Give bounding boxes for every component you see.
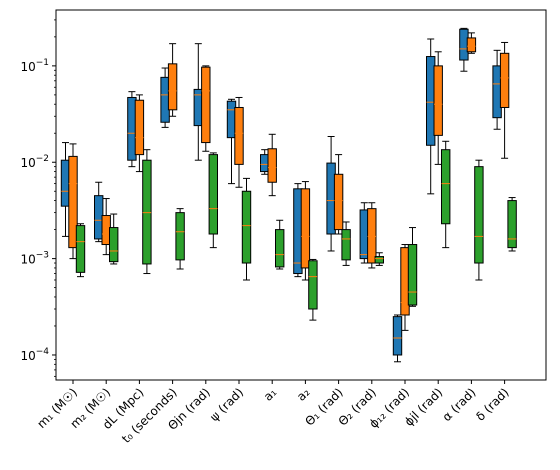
box-2-8 xyxy=(300,181,311,281)
y-tick-exponent: −2 xyxy=(36,154,49,164)
box-body xyxy=(474,166,484,264)
box-2-1 xyxy=(68,143,78,260)
x-tick-label: α (rad) xyxy=(440,385,479,424)
box-3-11 xyxy=(407,227,418,307)
box-2-4 xyxy=(167,43,178,117)
y-tick-base: 10 xyxy=(20,60,35,74)
box-body xyxy=(499,52,510,108)
box-2-14 xyxy=(499,41,510,159)
box-body xyxy=(300,188,311,269)
box-body xyxy=(374,256,385,264)
box-2-5 xyxy=(201,65,211,152)
box-body xyxy=(507,200,517,249)
x-tick-label: a₁ xyxy=(261,385,280,404)
box-body xyxy=(68,155,78,249)
y-axis: 10−410−310−210−1 xyxy=(20,19,56,377)
box-2-3 xyxy=(134,94,145,173)
box-3-3 xyxy=(142,149,152,275)
box-body xyxy=(341,229,351,261)
x-tick-label: ψ (rad) xyxy=(207,385,246,424)
y-tick-base: 10 xyxy=(20,156,35,170)
box-body xyxy=(208,154,219,235)
y-tick-exponent: −3 xyxy=(36,251,49,261)
box-3-14 xyxy=(507,197,517,252)
box-3-12 xyxy=(441,140,451,249)
box-body xyxy=(441,149,451,225)
box-body xyxy=(109,227,119,263)
y-tick-exponent: −4 xyxy=(36,347,50,357)
box-body xyxy=(267,148,277,183)
box-3-9 xyxy=(341,221,351,266)
box-2-13 xyxy=(466,32,477,54)
x-tick-label: δ (rad) xyxy=(473,385,511,423)
box-layer xyxy=(60,27,517,363)
box-body xyxy=(367,208,377,264)
box-body xyxy=(75,225,86,273)
box-body xyxy=(201,66,211,144)
box-1-11 xyxy=(392,314,403,363)
box-2-9 xyxy=(333,154,344,235)
y-tick-label: 10−3 xyxy=(20,251,49,267)
box-body xyxy=(175,212,185,261)
plot-frame xyxy=(55,9,547,381)
box-body xyxy=(333,173,344,231)
box-body xyxy=(234,106,244,165)
box-3-2 xyxy=(109,213,119,265)
x-axis: m₁ (M☉)m₂ (M☉)dL (Mpc)t₀ (seconds)Θjn (r… xyxy=(34,380,512,446)
box-body xyxy=(167,63,178,111)
box-body xyxy=(275,229,285,268)
box-body xyxy=(407,244,418,306)
box-2-6 xyxy=(234,96,244,188)
y-tick-base: 10 xyxy=(20,349,35,363)
box-3-1 xyxy=(75,223,86,278)
box-3-6 xyxy=(241,177,252,281)
box-1-13 xyxy=(459,27,469,72)
box-3-7 xyxy=(275,219,285,270)
box-2-7 xyxy=(267,133,277,197)
box-body xyxy=(134,99,145,156)
box-3-4 xyxy=(175,208,185,270)
box-3-10 xyxy=(374,252,385,266)
y-tick-label: 10−1 xyxy=(20,58,49,74)
box-3-13 xyxy=(474,159,484,281)
box-body xyxy=(466,37,477,53)
box-body xyxy=(241,190,252,264)
y-tick-base: 10 xyxy=(20,253,35,267)
y-tick-label: 10−4 xyxy=(20,347,49,363)
box-body xyxy=(433,65,443,136)
box-2-10 xyxy=(367,202,377,269)
y-tick-exponent: −1 xyxy=(36,58,49,68)
y-tick-label: 10−2 xyxy=(20,154,49,170)
box-3-5 xyxy=(208,152,219,249)
box-body xyxy=(308,260,318,310)
box-body xyxy=(392,316,403,356)
box-3-8 xyxy=(308,258,318,321)
x-tick-label: a₂ xyxy=(294,385,313,404)
box-body xyxy=(142,159,152,265)
box-2-12 xyxy=(433,51,443,165)
